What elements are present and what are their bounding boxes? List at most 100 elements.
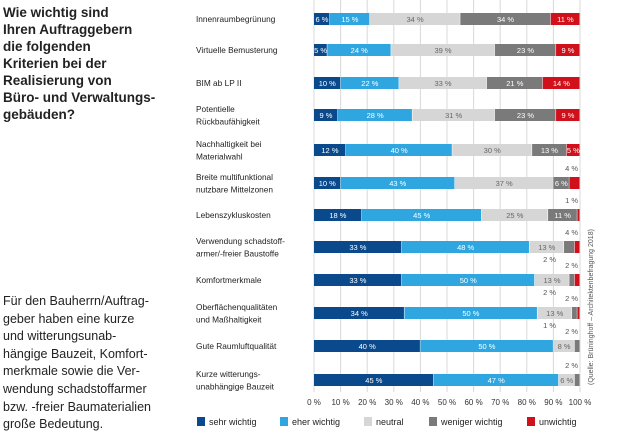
bar-segment (454, 177, 553, 189)
data-label: 50 % (460, 276, 477, 285)
legend-label: weniger wichtig (440, 417, 503, 427)
bar-segment (314, 77, 341, 89)
bar-segment (577, 307, 580, 319)
bar-segment (566, 144, 580, 156)
data-label: 30 % (484, 146, 501, 155)
data-label: 21 % (506, 79, 523, 88)
bar-segment (340, 77, 399, 89)
bar-segment (553, 177, 569, 189)
data-label: 6 % (555, 179, 568, 188)
category-label: nutzbare Mittelzonen (196, 184, 273, 194)
category-label: armer/-freier Baustoffe (196, 248, 279, 258)
data-label: 33 % (349, 243, 366, 252)
data-label: 50 % (478, 342, 495, 351)
data-label: 9 % (562, 46, 575, 55)
bar-segment (550, 13, 580, 25)
data-label: 11 % (557, 15, 574, 24)
chart-heading: Wie wichtig sind Ihren Auftraggebern die… (3, 5, 156, 122)
bar-segment (574, 274, 580, 286)
bar-segment (412, 109, 495, 121)
legend-swatch (429, 417, 437, 426)
data-label: 10 % (319, 179, 336, 188)
bar-segment (391, 44, 495, 56)
data-label: 43 % (389, 179, 406, 188)
bar-segment (314, 109, 338, 121)
bar-segment (556, 44, 580, 56)
data-label: 1 % (565, 196, 578, 205)
data-label: 4 % (565, 228, 578, 237)
bar-segment (569, 177, 580, 189)
category-label: Lebenszykluskosten (196, 210, 271, 220)
bar-segment (574, 374, 580, 386)
x-tick-label: 80 % (518, 398, 536, 407)
data-label: 40 % (391, 146, 408, 155)
bar-segment (314, 274, 402, 286)
data-label: 2 % (543, 288, 556, 297)
x-tick-label: 90 % (544, 398, 562, 407)
legend-swatch (197, 417, 205, 426)
data-label: 50 % (462, 309, 479, 318)
bar-segment (532, 144, 567, 156)
category-label: Innenraumbegrünung (196, 14, 276, 24)
data-label: 31 % (445, 111, 462, 120)
data-label: 5 % (567, 146, 580, 155)
bar-segment (564, 241, 575, 253)
category-label: Nachhaltigkeit bei (196, 139, 262, 149)
bar-segment (369, 13, 460, 25)
data-label: 9 % (562, 111, 575, 120)
bar-segment (460, 13, 551, 25)
data-label: 18 % (329, 211, 346, 220)
data-label: 2 % (565, 294, 578, 303)
bar-segment (314, 307, 404, 319)
bar-segment (329, 13, 370, 25)
data-label: 1 % (543, 321, 556, 330)
category-label: Gute Raumluftqualität (196, 341, 277, 351)
data-label: 34 % (497, 15, 514, 24)
category-label: Kurze witterungs- (196, 369, 261, 379)
bar-segment (569, 274, 575, 286)
x-tick-label: 30 % (385, 398, 403, 407)
category-label: Materialwahl (196, 151, 243, 161)
bar-segment (534, 274, 569, 286)
bar-segment (577, 209, 580, 221)
data-label: 25 % (506, 211, 523, 220)
data-label: 23 % (517, 111, 534, 120)
bar-segment (553, 340, 575, 352)
bar-segment (404, 307, 537, 319)
x-tick-label: 70 % (491, 398, 509, 407)
bar-segment (327, 44, 391, 56)
data-label: 34 % (351, 309, 368, 318)
data-label: 45 % (365, 376, 382, 385)
legend-swatch (364, 417, 372, 426)
bar-segment (574, 340, 580, 352)
category-label: Oberflächenqualitäten (196, 302, 278, 312)
data-label: 11 % (554, 211, 571, 220)
bar-segment (401, 274, 535, 286)
bar-segment (556, 109, 580, 121)
x-tick-label: 0 % (307, 398, 321, 407)
bar-segment (452, 144, 532, 156)
bar-segment (314, 374, 434, 386)
bar-segment (558, 374, 575, 386)
data-label: 9 % (320, 111, 333, 120)
data-label: 33 % (349, 276, 366, 285)
bar-segment (314, 241, 402, 253)
data-label: 48 % (457, 243, 474, 252)
data-label: 22 % (361, 79, 378, 88)
category-label: unabhängige Bauzeit (196, 381, 275, 391)
data-label: 23 % (517, 46, 534, 55)
bar-segment (340, 177, 455, 189)
category-label: Breite multifunktional (196, 172, 273, 182)
category-label: Verwendung schadstoff- (196, 236, 285, 246)
data-label: 2 % (565, 261, 578, 270)
x-tick-label: 20 % (358, 398, 376, 407)
bar-segment (574, 241, 580, 253)
legend-swatch (280, 417, 288, 426)
x-tick-label: 10 % (331, 398, 349, 407)
data-label: 2 % (543, 255, 556, 264)
x-tick-label: 50 % (438, 398, 456, 407)
category-label: Komfortmerkmale (196, 275, 262, 285)
data-label: 12 % (321, 146, 338, 155)
data-label: 2 % (565, 361, 578, 370)
bar-segment (420, 340, 553, 352)
